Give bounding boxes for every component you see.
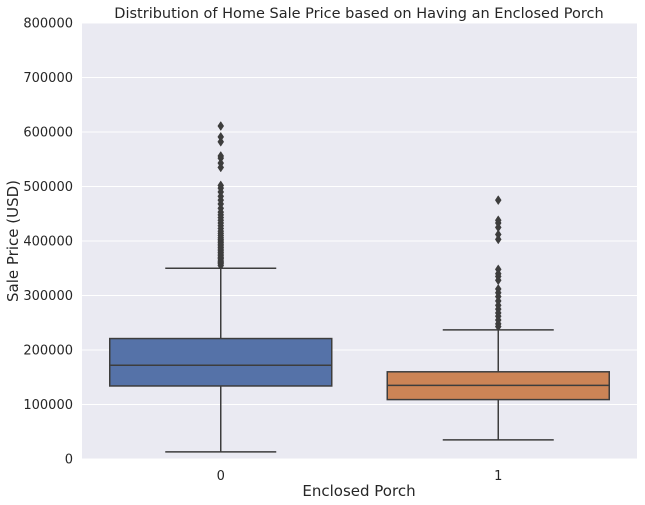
y-tick-label: 0 <box>65 453 73 468</box>
x-tick-label: 1 <box>494 469 502 484</box>
y-tick-label: 600000 <box>23 126 73 141</box>
outlier-point <box>494 264 502 275</box>
outlier-point <box>217 180 225 191</box>
y-axis-ticks: 0 100000 200000 300000 400000 500000 600000 700… <box>23 17 73 468</box>
x-axis-label: Enclosed Porch <box>302 482 415 500</box>
box-iqr <box>109 337 333 387</box>
y-tick-label: 100000 <box>23 398 73 413</box>
outlier-point <box>494 284 502 294</box>
outlier-point <box>217 121 225 131</box>
y-tick-label: 500000 <box>23 180 73 195</box>
y-tick-label: 400000 <box>23 235 73 250</box>
y-tick-label: 300000 <box>23 289 73 304</box>
y-tick-label: 700000 <box>23 71 73 86</box>
y-tick-label: 200000 <box>23 344 73 359</box>
chart-title: Distribution of Home Sale Price based on… <box>114 6 603 22</box>
outlier-point <box>494 229 502 240</box>
box-series <box>109 121 610 453</box>
outlier-point <box>494 195 502 206</box>
y-axis-label: Sale Price (USD) <box>4 180 22 302</box>
x-tick-label: 0 <box>217 469 225 484</box>
outlier-point <box>494 215 502 226</box>
y-tick-label: 800000 <box>23 17 73 32</box>
outlier-point <box>217 131 225 142</box>
outlier-point <box>217 151 225 161</box>
